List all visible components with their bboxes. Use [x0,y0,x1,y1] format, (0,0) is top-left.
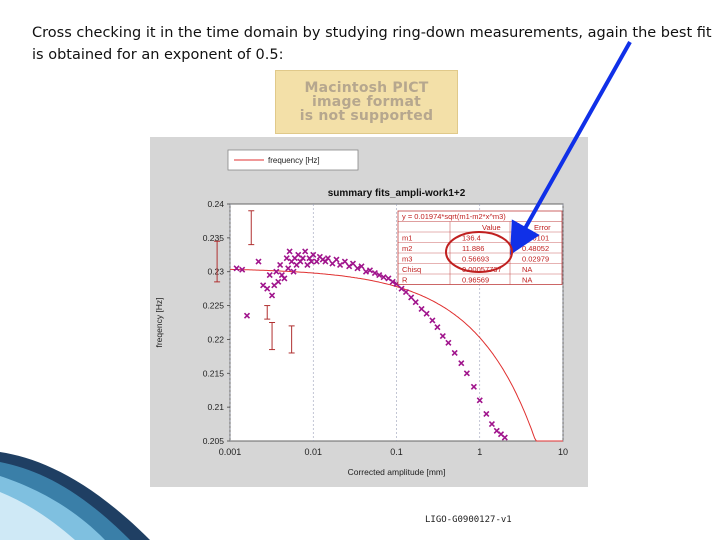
data-point [476,397,483,404]
data-point [488,421,495,428]
data-point [268,292,276,299]
data-point [402,288,410,296]
legend-label: frequency [Hz] [268,156,320,165]
y-tick-label: 0.24 [207,199,224,209]
chart-svg: 0.001 0.01 0.1 1 10 0.205 0.21 0.215 0.22 0.225 0.… [154,149,568,477]
fit-table-cell: 11.886 [462,244,484,253]
data-point [376,272,383,279]
data-point [302,248,309,255]
data-point [418,305,425,313]
data-point [275,278,282,285]
data-point [286,248,293,255]
x-axis-label: Corrected amplitude [mm] [348,467,446,477]
data-point [463,370,470,377]
data-point [337,261,344,269]
x-tick-label: 1 [477,447,482,457]
y-tick-label: 0.215 [203,368,225,378]
fit-table-cell: Chisq [402,265,421,274]
data-point [371,270,378,277]
fit-table-header: Value [482,223,501,232]
data-point [458,360,465,367]
data-point [349,260,357,267]
data-point [283,255,290,262]
y-tick-label: 0.205 [203,436,225,446]
data-point [389,278,396,285]
data-point [429,317,436,324]
fit-table-cell: m3 [402,255,412,264]
slide-text-line-2: is obtained for an exponent of 0.5: [32,47,284,63]
data-point [277,261,284,269]
data-point [423,310,430,317]
fit-table-cell: m2 [402,244,412,253]
data-point [239,266,246,273]
data-point [285,265,292,272]
y-axis-label: freqency [Hz] [154,297,164,347]
pict-line-2: image format [312,94,421,110]
fit-table-cell: m1 [402,234,412,243]
legend-box [227,149,359,171]
fit-table-cell: 0.00057737 [462,265,502,274]
y-tick-label: 0.23 [207,267,224,277]
document-id-footer: LIGO-G0900127-v1 [425,515,512,525]
data-point [439,332,446,340]
data-point [308,258,315,265]
y-tick-label: 0.22 [207,334,224,344]
data-point [501,434,508,441]
data-point [313,258,320,265]
fit-table-cell: 136.4 [462,234,481,243]
data-point [266,272,273,279]
data-point [281,275,288,282]
data-point [483,410,490,417]
fit-equation: y = 0.01974*sqrt(m1-m2*x^m3) [402,212,506,221]
data-point [273,268,280,275]
fit-curve [230,268,563,442]
data-point [412,299,419,306]
data-point [255,258,262,265]
x-tick-label: 0.01 [304,447,322,457]
slide-text-line-1: Cross checking it in the time domain by … [32,25,712,41]
chart-figure: 0.001 0.01 0.1 1 10 0.205 0.21 0.215 0.22 0.225 0.… [150,137,588,487]
x-tick-label: 0.001 [219,447,242,457]
data-point [233,265,240,272]
fit-table-cell: 0.48052 [522,244,549,253]
data-point [264,285,271,292]
data-point [324,255,331,262]
data-point [310,251,317,258]
slide-body-text: Cross checking it in the time domain by … [32,22,712,66]
fit-table-header: Error [534,223,551,232]
data-point [362,268,370,275]
data-point [470,383,477,390]
pict-line-1: Macintosh PICT [304,80,429,96]
data-point [354,265,361,272]
fit-table-cell: 0.02979 [522,255,549,264]
data-point [445,339,452,346]
data-point [380,274,387,281]
slide-corner-decoration [0,452,150,540]
y-tick-label: 0.225 [203,301,225,311]
data-point [451,349,458,357]
data-point [243,312,251,319]
x-tick-label: 10 [558,447,568,457]
fit-table-cell: R [402,276,408,285]
data-point [290,268,297,275]
data-point [358,263,365,270]
x-tick-label: 0.1 [390,447,403,457]
data-point [434,324,441,331]
y-tick-label: 0.235 [203,233,225,243]
fit-table-cell: NA [522,276,532,285]
fit-table-cell: 0.96569 [462,276,489,285]
pict-line-3: is not supported [299,108,434,124]
fit-table-cell: NA [522,265,532,274]
data-point [366,267,374,274]
data-point [299,255,306,262]
y-tick-label: 0.21 [207,402,224,412]
data-point [295,251,302,258]
chart-title: summary fits_ampli-work1+2 [328,188,466,199]
fit-table-cell: 0.30101 [522,234,549,243]
fit-table-cell: 0.56693 [462,255,489,264]
unsupported-image-placeholder: Macintosh PICT image format is not suppo… [275,70,458,134]
data-point [408,294,415,301]
data-point [333,256,340,263]
data-point [341,258,348,265]
